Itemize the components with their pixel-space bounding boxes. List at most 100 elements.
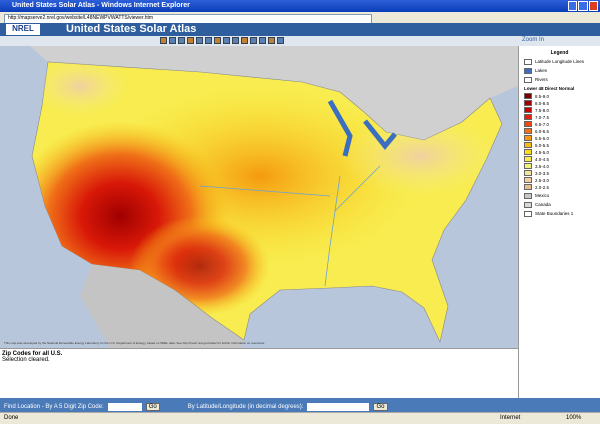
legend-swatch xyxy=(524,67,532,74)
minimize[interactable] xyxy=(568,1,578,11)
tool-icon[interactable] xyxy=(160,37,167,44)
tool-icon[interactable] xyxy=(178,37,185,44)
legend-class: 3.0-3.5 xyxy=(524,170,597,176)
tool-icon[interactable] xyxy=(187,37,194,44)
legend-class: 7.0-7.5 xyxy=(524,114,597,120)
info-status: Selection cleared. xyxy=(2,357,50,363)
legend-label: 2.0-2.5 xyxy=(535,184,550,190)
legend-class: 6.5-7.0 xyxy=(524,121,597,127)
rivers xyxy=(199,165,381,287)
logo: NREL xyxy=(6,24,40,35)
legend-swatch xyxy=(524,100,532,106)
info-panel: Zip Codes for all U.S. Selection cleared… xyxy=(0,348,518,398)
window-buttons xyxy=(568,1,598,11)
tool-icon[interactable] xyxy=(277,37,284,44)
legend-swatch xyxy=(524,135,532,141)
legend-swatch xyxy=(524,114,532,120)
legend-swatch xyxy=(524,76,532,83)
legend-label: 5.0-5.5 xyxy=(535,142,550,148)
zip-label: Find Location - By A 5 Digit Zip Code: xyxy=(4,403,104,410)
legend-swatch xyxy=(524,149,532,155)
legend-layer: Rivers xyxy=(524,76,597,83)
tool-icon[interactable] xyxy=(205,37,212,44)
app-title: United States Solar Atlas xyxy=(66,23,197,35)
tool-icon[interactable] xyxy=(223,37,230,44)
legend-label: Rivers xyxy=(535,77,548,82)
map: This map was developed by the National R… xyxy=(0,46,518,348)
legend-label: 8.0-8.5 xyxy=(535,100,550,106)
legend-swatch xyxy=(524,210,532,217)
legend-label: 2.5-3.0 xyxy=(535,177,550,183)
tool-icon[interactable] xyxy=(196,37,203,44)
legend-label: Mexico xyxy=(535,193,550,198)
legend-title: Legend xyxy=(550,50,569,56)
legend-extra: Mexico xyxy=(524,192,597,199)
legend-swatch xyxy=(524,170,532,176)
legend-extra: State Boundaries 1 xyxy=(524,210,597,217)
latlon-go[interactable]: Go xyxy=(373,402,388,411)
tool-icon[interactable] xyxy=(259,37,266,44)
legend-class: 4.0-4.5 xyxy=(524,156,597,162)
legend-label: Canada xyxy=(535,202,551,207)
legend-label: 3.0-3.5 xyxy=(535,170,550,176)
status-zoom[interactable]: 100% xyxy=(566,415,582,421)
tool-icon[interactable] xyxy=(232,37,239,44)
status-text: Done xyxy=(4,415,19,421)
legend-swatch xyxy=(524,142,532,148)
legend-label: Latitude Longitude Lines xyxy=(535,59,585,64)
find-bar: Find Location - By A 5 Digit Zip Code: G… xyxy=(0,398,600,412)
legend-extra: Canada xyxy=(524,201,597,208)
tool-icon[interactable] xyxy=(241,37,248,44)
legend-swatch xyxy=(524,93,532,99)
legend-class: 5.0-5.5 xyxy=(524,142,597,148)
legend-layer: Latitude Longitude Lines xyxy=(524,58,597,65)
close[interactable] xyxy=(588,1,598,11)
legend-swatch xyxy=(524,163,532,169)
zip-input[interactable] xyxy=(107,402,142,411)
tool-icons xyxy=(160,37,284,44)
legend-swatch xyxy=(524,192,532,199)
legend-class: 4.5-5.0 xyxy=(524,149,597,155)
legend-class: 8.5-9.0 xyxy=(524,93,597,99)
info-layer: Zip Codes for all U.S. xyxy=(2,351,63,357)
legend-class: 2.5-3.0 xyxy=(524,177,597,183)
legend-swatch xyxy=(524,128,532,134)
tool-icon[interactable] xyxy=(268,37,275,44)
legend-label: 3.5-4.0 xyxy=(535,163,550,169)
legend-label: 6.5-7.0 xyxy=(535,121,550,127)
status-zone: Internet xyxy=(500,415,521,421)
legend-label: 6.0-6.5 xyxy=(535,128,550,134)
legend-label: 5.5-6.0 xyxy=(535,135,550,141)
legend-swatch xyxy=(524,121,532,127)
tool-icon[interactable] xyxy=(214,37,221,44)
legend-class: 3.5-4.0 xyxy=(524,163,597,169)
legend-swatch xyxy=(524,201,532,208)
mexico xyxy=(80,264,244,348)
map-credit: This map was developed by the National R… xyxy=(4,341,265,345)
legend-label: 7.5-8.0 xyxy=(535,107,550,113)
legend-class: 8.0-8.5 xyxy=(524,100,597,106)
zip-go[interactable]: Go xyxy=(145,402,160,411)
address-bar: http://mapserve2.nrel.gov/website/L48NEW… xyxy=(0,12,600,24)
latlon-label: By Latitude/Longitude (in decimal degree… xyxy=(187,403,304,410)
latlon-input[interactable] xyxy=(307,402,370,411)
canada xyxy=(0,46,518,140)
tool-icon[interactable] xyxy=(250,37,257,44)
legend-group: Lower 48 Direct Normal xyxy=(524,86,575,91)
app-header: NREL United States Solar Atlas xyxy=(0,23,600,36)
legend-swatch xyxy=(524,184,532,190)
legend-swatch xyxy=(524,107,532,113)
maximize[interactable] xyxy=(578,1,588,11)
legend-label: 4.5-5.0 xyxy=(535,149,550,155)
great-lakes xyxy=(327,99,397,157)
legend-class: 2.0-2.5 xyxy=(524,184,597,190)
window-title: United States Solar Atlas - Windows Inte… xyxy=(12,2,190,9)
tool-icon[interactable] xyxy=(169,37,176,44)
legend-layer: Lakes xyxy=(524,67,597,74)
legend-body: Latitude Longitude Lines Lakes Rivers Lower… xyxy=(522,58,597,217)
zoom-mode: Zoom In xyxy=(522,37,545,43)
toolbar: Zoom In xyxy=(0,36,600,46)
legend-label: 7.0-7.5 xyxy=(535,114,550,120)
legend-swatch xyxy=(524,177,532,183)
